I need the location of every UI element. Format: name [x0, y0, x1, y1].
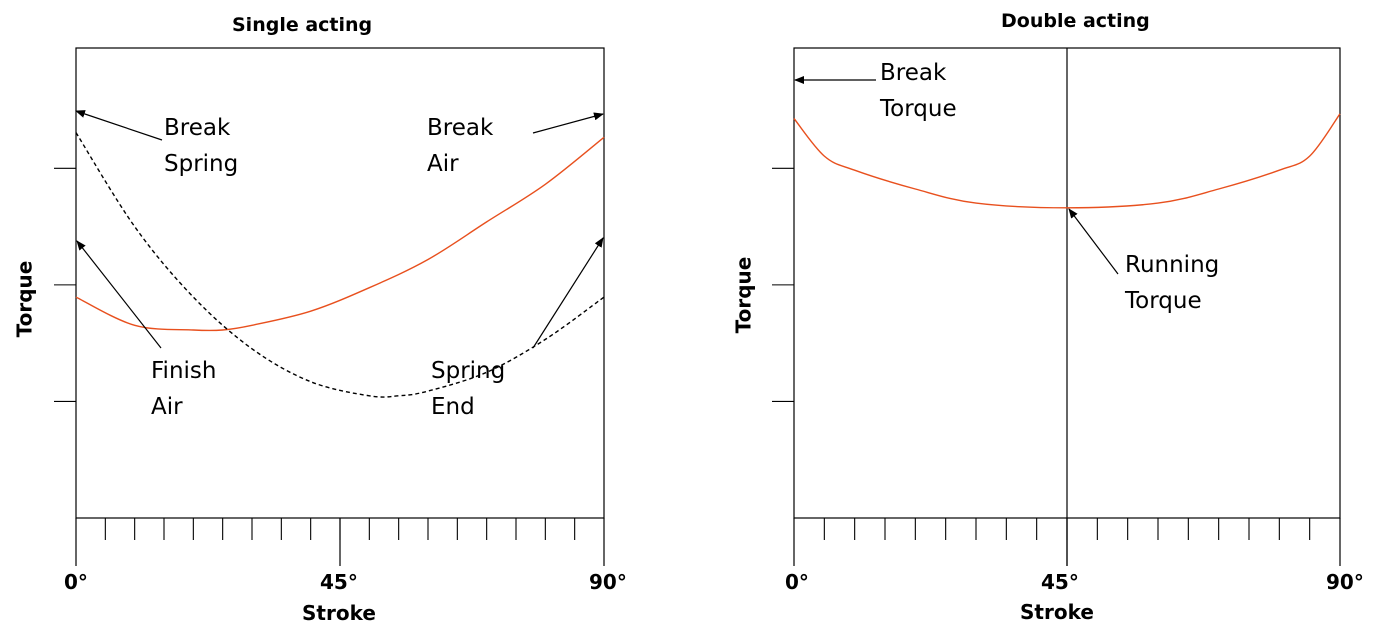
- chart-title-single-acting: Single acting: [232, 14, 373, 36]
- x-tick-label-0-right: 0°: [785, 570, 809, 594]
- arrow-spring-end: [532, 237, 604, 349]
- x-tick-label-45-left: 45°: [320, 570, 358, 594]
- x-tick-label-45-right: 45°: [1041, 570, 1079, 594]
- arrow-running-torque: [1068, 208, 1119, 275]
- annotation-spring-end: Spring End: [431, 353, 505, 425]
- annotation-break-spring-line2: Spring: [164, 151, 239, 177]
- arrow-break-spring: [75, 110, 163, 141]
- chart-title-double-acting: Double acting: [1001, 10, 1150, 32]
- arrow-break-air: [532, 112, 604, 134]
- annotation-running-torque-line2: Torque: [1125, 288, 1202, 314]
- left-plot-frame: [75, 47, 605, 519]
- annotation-finish-air: Finish Air: [151, 353, 216, 425]
- left-series-air-curve: [75, 136, 605, 332]
- annotation-break-torque-line1: Break: [880, 60, 947, 86]
- annotation-running-torque: Running Torque: [1125, 247, 1219, 319]
- right-series-air-curve: [793, 113, 1341, 209]
- x-tick-label-90-left: 90°: [589, 570, 627, 594]
- arrow-finish-air: [76, 240, 162, 349]
- x-axis-label-right: Stroke: [1020, 600, 1094, 624]
- annotation-running-torque-line1: Running: [1125, 252, 1220, 278]
- annotation-spring-end-line1: Spring: [431, 358, 506, 384]
- annotation-break-air: Break Air: [427, 110, 493, 182]
- annotation-finish-air-line1: Finish: [151, 358, 217, 384]
- x-axis-label-left: Stroke: [302, 601, 376, 625]
- annotation-spring-end-line2: End: [431, 394, 475, 420]
- annotation-break-air-line1: Break: [427, 115, 494, 141]
- annotation-finish-air-line2: Air: [151, 394, 183, 420]
- x-tick-label-90-right: 90°: [1326, 570, 1364, 594]
- annotation-break-torque: Break Torque: [880, 55, 957, 127]
- x-tick-label-0-left: 0°: [64, 570, 88, 594]
- annotation-break-spring: Break Spring: [164, 110, 238, 182]
- left-series-spring-curve: [75, 132, 605, 398]
- annotation-break-spring-line1: Break: [164, 115, 231, 141]
- y-axis-label-left: Torque: [12, 260, 37, 338]
- y-axis-label-right: Torque: [731, 256, 756, 334]
- annotation-break-air-line2: Air: [427, 151, 459, 177]
- annotation-break-torque-line2: Torque: [880, 96, 957, 122]
